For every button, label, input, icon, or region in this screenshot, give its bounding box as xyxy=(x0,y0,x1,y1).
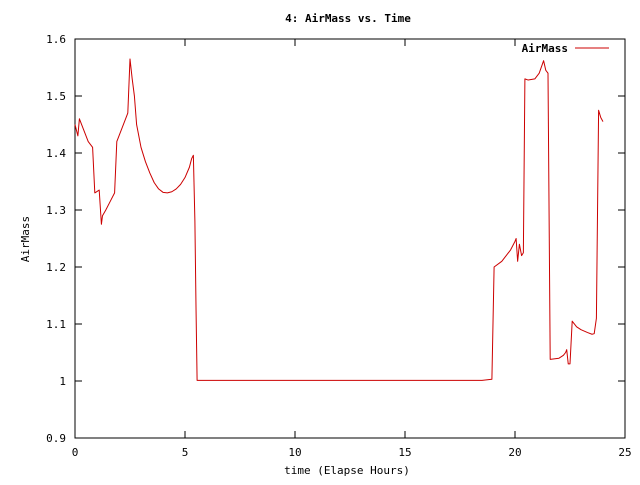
x-tick-label: 0 xyxy=(72,446,79,459)
legend: AirMass xyxy=(522,42,609,55)
y-tick-label: 1.3 xyxy=(46,204,66,217)
y-tick-label: 0.9 xyxy=(46,432,66,445)
plot-border xyxy=(74,38,626,439)
y-tick-label: 1.6 xyxy=(46,33,66,46)
y-axis-ticks: 0.9 1 1.1 1.2 1.3 1.4 1.5 1.6 xyxy=(46,33,625,445)
y-tick-label: 1.1 xyxy=(46,318,66,331)
chart-title: 4: AirMass vs. Time xyxy=(285,12,411,25)
x-axis-label: time (Elapse Hours) xyxy=(284,464,410,477)
y-tick-label: 1.4 xyxy=(46,147,66,160)
y-tick-label: 1 xyxy=(59,375,66,388)
y-tick-label: 1.5 xyxy=(46,90,66,103)
legend-label-airmass: AirMass xyxy=(522,42,568,55)
x-tick-label: 5 xyxy=(182,446,189,459)
x-axis-ticks: 0 5 10 15 20 25 xyxy=(72,39,632,459)
x-tick-label: 10 xyxy=(288,446,301,459)
x-tick-label: 15 xyxy=(398,446,411,459)
x-tick-label: 25 xyxy=(618,446,631,459)
y-tick-label: 1.2 xyxy=(46,261,66,274)
x-tick-label: 20 xyxy=(508,446,521,459)
series-line-airmass xyxy=(74,58,604,381)
y-axis-label: AirMass xyxy=(19,216,32,262)
